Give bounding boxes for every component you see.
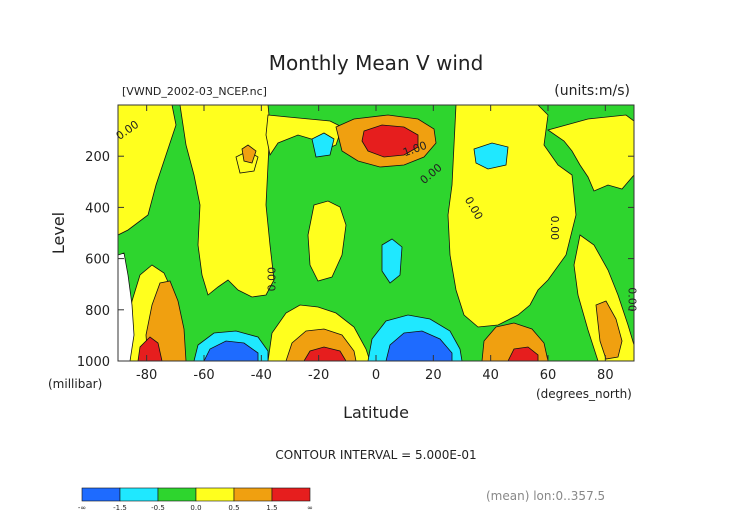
- contour-label-4: 0.00: [548, 216, 561, 241]
- y-unit-label: (millibar): [48, 377, 102, 391]
- region-red-left-bottom: [137, 336, 163, 361]
- region-yellow-right-strip: [547, 114, 634, 192]
- colorbar-level-3: 0.0: [190, 504, 201, 512]
- region-orange-left-bottom: [145, 280, 187, 361]
- region-orange-small-a: [241, 144, 257, 164]
- colorbar-level-5: 1.5: [266, 504, 277, 512]
- colorbar-level-6: ∞: [307, 504, 313, 512]
- contour-regions: [118, 105, 634, 361]
- x-tick-label-4: 0: [372, 368, 380, 383]
- plot-area: [118, 105, 634, 361]
- x-tick-label-0: -80: [136, 368, 157, 383]
- x-tick-label-7: 60: [540, 368, 557, 383]
- colorbar-swatch-5: [271, 487, 311, 502]
- region-yellow-center: [307, 200, 347, 282]
- region-blue-bottom-mid: [385, 330, 453, 361]
- colorbar: -∞ -1.5 -0.5 0.0 0.5 1.5 ∞: [78, 487, 313, 512]
- colorbar-level-4: 0.5: [228, 504, 239, 512]
- chart-title: Monthly Mean V wind: [269, 51, 484, 75]
- x-axis: -80 -60 -40 -20 0 20 40 60 80: [136, 105, 614, 383]
- region-yellow-left: [118, 105, 177, 236]
- region-cyan-upper-left: [311, 132, 335, 158]
- units-label: (units:m/s): [554, 83, 630, 99]
- region-blue-bottom-left: [203, 340, 259, 361]
- x-unit-label: (degrees_north): [536, 387, 632, 401]
- y-tick-label-2: 600: [85, 253, 110, 268]
- x-tick-label-5: 20: [425, 368, 442, 383]
- colorbar-level-0: -∞: [78, 504, 86, 512]
- x-axis-title: Latitude: [343, 403, 409, 422]
- colorbar-swatch-1: [119, 487, 159, 502]
- colorbar-swatch-2: [157, 487, 197, 502]
- y-tick-label-4: 1000: [77, 355, 110, 370]
- region-orange-far-right: [595, 300, 623, 360]
- x-tick-label-8: 80: [597, 368, 614, 383]
- x-tick-label-2: -40: [251, 368, 272, 383]
- contour-interval-text: CONTOUR INTERVAL = 5.000E-01: [275, 448, 476, 462]
- file-label: [VWND_2002-03_NCEP.nc]: [122, 85, 267, 98]
- x-tick-label-1: -60: [193, 368, 214, 383]
- region-cyan-upper-right: [473, 142, 509, 170]
- colorbar-swatch-3: [195, 487, 235, 502]
- y-tick-label-0: 200: [85, 150, 110, 165]
- y-axis: 200 400 600 800 1000: [77, 150, 634, 370]
- colorbar-swatch-0: [81, 487, 121, 502]
- contour-label-6: 0.00: [625, 287, 638, 312]
- x-tick-label-3: -20: [308, 368, 329, 383]
- y-tick-label-1: 400: [85, 201, 110, 216]
- region-red-bottom-mid: [303, 346, 347, 361]
- footer-text: (mean) lon:0..357.5: [486, 489, 605, 503]
- y-tick-label-3: 800: [85, 304, 110, 319]
- colorbar-swatch-4: [233, 487, 273, 502]
- contour-label-5: 0.00: [266, 267, 279, 292]
- region-missing-left: [118, 252, 135, 361]
- region-red-tropics: [361, 124, 419, 158]
- region-cyan-mid: [381, 238, 403, 284]
- colorbar-level-1: -1.5: [113, 504, 127, 512]
- region-red-far-right: [507, 346, 539, 361]
- x-tick-label-6: 40: [482, 368, 499, 383]
- y-axis-title: Level: [49, 212, 68, 254]
- colorbar-level-2: -0.5: [151, 504, 165, 512]
